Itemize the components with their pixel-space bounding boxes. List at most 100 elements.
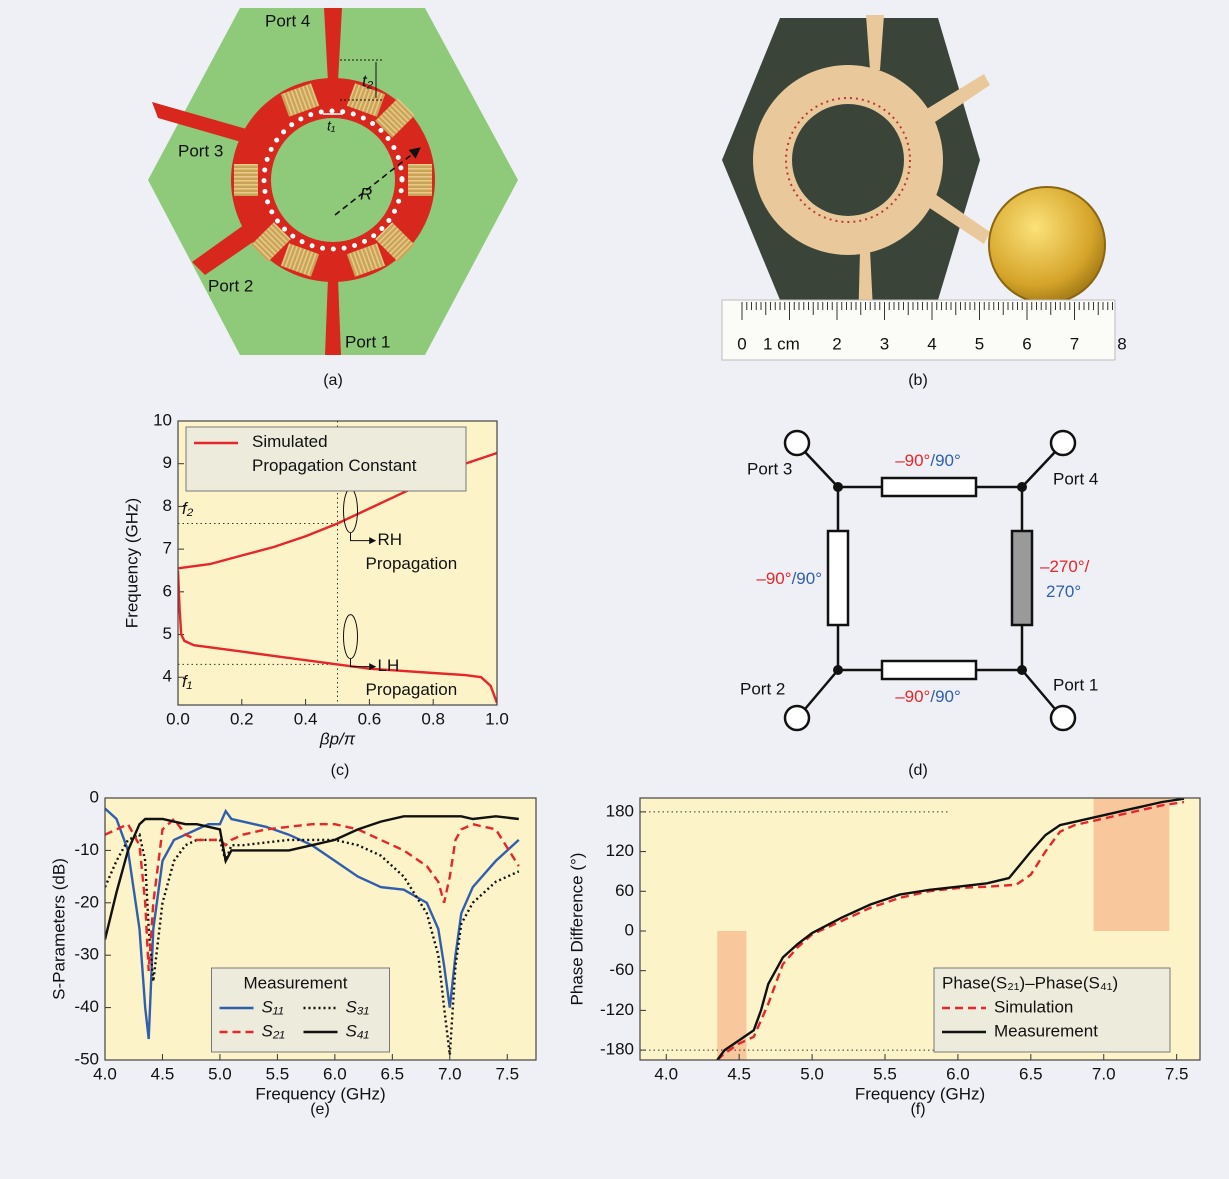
x-axis-label: βp/π <box>319 729 356 748</box>
y-axis-label: Phase Difference (°) <box>567 853 586 1006</box>
y-tick-label: 120 <box>606 841 634 860</box>
x-tick-label: 6.0 <box>946 1064 970 1083</box>
node <box>1017 665 1027 675</box>
phase-lead: /90° <box>792 569 822 588</box>
port-label: Port 2 <box>208 276 253 295</box>
phase-lead: 270° <box>1046 582 1081 601</box>
x-tick-label: 0.0 <box>166 709 190 728</box>
x-tick-label: 5.0 <box>208 1064 232 1083</box>
phase-lead: /90° <box>930 451 960 470</box>
x-tick-label: 4.5 <box>727 1064 751 1083</box>
port-terminal <box>785 431 809 455</box>
y-tick-label: 5 <box>163 624 172 643</box>
y-tick-label: 9 <box>163 453 172 472</box>
ruler-label: 6 <box>1022 334 1031 353</box>
y-tick-label: -30 <box>74 945 99 964</box>
line-section <box>882 478 976 496</box>
shaded-region <box>717 931 746 1060</box>
ruler-label: 3 <box>880 334 889 353</box>
x-tick-label: 7.5 <box>1165 1064 1189 1083</box>
y-tick-label: -120 <box>600 1000 634 1019</box>
page: Port 4 Port 3 Port 2 Port 1 t₂ t₁ R (a) … <box>0 0 1229 1179</box>
line-section <box>882 661 976 679</box>
y-tick-label: 7 <box>163 539 172 558</box>
line-section <box>1012 531 1032 625</box>
ruler-label: 4 <box>927 334 936 353</box>
legend-label-line: Simulated <box>252 432 328 451</box>
chart: 0-10-20-30-40-504.04.55.05.56.06.57.07.5… <box>49 787 536 1103</box>
y-tick-label: 0 <box>625 920 634 939</box>
port-label: Port 3 <box>747 459 792 478</box>
line-section <box>828 531 848 625</box>
ring-hole <box>271 118 395 242</box>
x-tick-label: 0.6 <box>358 709 382 728</box>
phase-lag: –90° <box>895 687 930 706</box>
annotation: LH <box>378 656 400 675</box>
phase-lag: –90° <box>756 569 791 588</box>
dim-label: t₁ <box>327 118 336 134</box>
x-tick-label: 5.0 <box>800 1064 824 1083</box>
x-tick-label: 5.5 <box>266 1064 290 1083</box>
node <box>1017 482 1027 492</box>
port-terminal <box>1051 431 1075 455</box>
ruler-label: 0 <box>737 334 746 353</box>
coin <box>989 187 1105 303</box>
ruler-label: 1 cm <box>763 334 800 353</box>
dim-label: t₂ <box>362 71 374 90</box>
x-tick-label: 4.0 <box>93 1064 117 1083</box>
legend-label: Simulation <box>994 997 1073 1016</box>
y-axis-label: S-Parameters (dB) <box>49 858 68 1000</box>
legend-label-line: Propagation Constant <box>252 456 417 475</box>
y-tick-label: 60 <box>615 881 634 900</box>
photo-ring-hole <box>792 104 904 216</box>
legend-label: S₃₁ <box>346 997 369 1016</box>
ruler-label: 8 <box>1117 334 1126 353</box>
x-tick-label: 7.0 <box>438 1064 462 1083</box>
caption: (c) <box>331 762 350 779</box>
legend-label: Measurement <box>994 1021 1098 1040</box>
ref-label: f₂ <box>182 499 194 518</box>
port-label: Port 4 <box>265 11 310 30</box>
port-label: Port 2 <box>740 679 785 698</box>
phase-lead: /90° <box>930 687 960 706</box>
caption: (e) <box>310 1101 330 1118</box>
x-tick-label: 7.5 <box>495 1064 519 1083</box>
caption: (d) <box>908 762 928 779</box>
legend-title: Phase(S₂₁)–Phase(S₄₁) <box>942 973 1118 992</box>
legend-label: S₄₁ <box>346 1021 370 1040</box>
ruler-label: 5 <box>975 334 984 353</box>
x-tick-label: 1.0 <box>485 709 509 728</box>
phase-label: –90°/90° <box>756 569 822 588</box>
ruler-label: 2 <box>832 334 841 353</box>
annotation: Propagation <box>366 554 458 573</box>
x-axis-label: Frequency (GHz) <box>255 1084 385 1103</box>
caption: (b) <box>908 372 928 389</box>
y-tick-label: 0 <box>90 787 99 806</box>
x-axis-label: Frequency (GHz) <box>855 1084 985 1103</box>
ref-label: f₁ <box>182 672 192 691</box>
x-tick-label: 5.5 <box>873 1064 897 1083</box>
y-tick-label: 4 <box>163 667 172 686</box>
x-tick-label: 6.5 <box>381 1064 405 1083</box>
x-tick-label: 7.0 <box>1092 1064 1116 1083</box>
figure: Port 4 Port 3 Port 2 Port 1 t₂ t₁ R (a) … <box>0 0 1229 1179</box>
port-label: Port 4 <box>1053 469 1098 488</box>
port-label: Port 1 <box>1053 675 1098 694</box>
port-terminal <box>1051 706 1075 730</box>
x-tick-label: 6.5 <box>1019 1064 1043 1083</box>
y-tick-label: 8 <box>163 496 172 515</box>
node <box>833 665 843 675</box>
x-tick-label: 6.0 <box>323 1064 347 1083</box>
phase-label: –90°/90° <box>895 687 961 706</box>
y-tick-label: -40 <box>74 997 99 1016</box>
port-terminal <box>785 706 809 730</box>
legend-label: S₁₁ <box>262 997 284 1016</box>
phase-lag: –270°/ <box>1040 557 1090 576</box>
legend-label: S₂₁ <box>262 1021 285 1040</box>
chart: 180120600-60-120-1804.04.55.05.56.06.57.… <box>567 798 1200 1103</box>
phase-lag: –90° <box>895 451 930 470</box>
caption: (a) <box>323 372 343 389</box>
port-label: Port 3 <box>178 141 223 160</box>
x-tick-label: 0.2 <box>230 709 254 728</box>
